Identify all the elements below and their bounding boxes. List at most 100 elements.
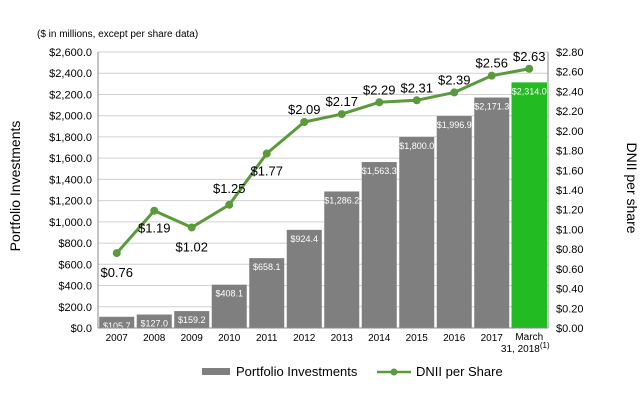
right-tick-label: $2.40 — [556, 86, 584, 98]
bar-value-label: $1,563.3 — [362, 166, 397, 176]
x-tick-label: 2011 — [256, 333, 278, 344]
dnii-point — [262, 149, 271, 158]
left-tick-label: $2,600.0 — [49, 47, 92, 59]
x-tick-label: 2015 — [406, 333, 429, 344]
dnii-point — [375, 98, 384, 107]
bar-value-label: $2,171.3 — [474, 102, 509, 112]
dnii-value-label: $1.25 — [213, 181, 246, 196]
dnii-value-label: $1.19 — [138, 221, 171, 236]
chart-title: ($ in millions, except per share data) — [37, 29, 198, 40]
dnii-point — [225, 200, 234, 209]
bars: $105.7 $127.0 $159.2 $408.1 $658.1 $924.4 $1,2… — [99, 82, 547, 331]
bar-portfolio-investments — [474, 97, 510, 329]
bar-value-label: $658.1 — [253, 262, 281, 272]
left-tick-label: $1,600.0 — [49, 153, 92, 165]
left-tick-label: $600.0 — [58, 259, 92, 271]
dnii-point — [487, 71, 496, 80]
legend-line-label: DNII per Share — [416, 364, 503, 379]
bar-portfolio-investments — [511, 82, 547, 328]
dnii-point — [525, 64, 534, 73]
dnii-point — [450, 88, 459, 97]
x-tick-label: 2014 — [368, 333, 391, 344]
right-axis-label: DNII per share — [624, 142, 640, 233]
x-tick-label: 2010 — [218, 333, 241, 344]
dnii-line: $0.76 $1.19 $1.02 $1.25 $1.77 $2.09 $2.17 $2.29… — [100, 49, 545, 280]
legend-bar-label: Portfolio Investments — [236, 364, 358, 379]
bar-portfolio-investments — [286, 229, 322, 328]
right-tick-label: $2.80 — [556, 47, 584, 59]
right-tick-label: $0.60 — [556, 264, 584, 276]
dnii-point — [412, 96, 421, 105]
dnii-value-label: $0.76 — [100, 265, 133, 280]
bar-portfolio-investments — [436, 116, 472, 328]
bar-value-label: $408.1 — [215, 289, 243, 299]
dnii-point — [150, 206, 159, 215]
bar-portfolio-investments — [99, 316, 135, 328]
bar-value-label: $159.2 — [178, 315, 206, 325]
dnii-point — [300, 117, 309, 126]
left-tick-label: $1,000.0 — [49, 217, 92, 229]
x-tick-label: 2008 — [143, 333, 166, 344]
bar-portfolio-investments — [174, 311, 210, 328]
bar-value-label: $105.7 — [103, 321, 131, 331]
right-tick-label: $2.60 — [556, 67, 584, 79]
dnii-point — [112, 249, 121, 258]
bar-value-label: $1,800.0 — [399, 141, 434, 151]
bar-value-label: $1,996.9 — [437, 120, 472, 130]
dnii-value-label: $2.63 — [513, 49, 546, 64]
dnii-value-label: $2.17 — [325, 94, 358, 109]
dnii-line-path — [115, 67, 530, 255]
dnii-value-label: $1.77 — [250, 164, 283, 179]
bar-value-label: $924.4 — [290, 234, 318, 244]
bar-portfolio-investments — [361, 162, 397, 328]
dnii-value-label: $1.02 — [175, 239, 208, 254]
right-tick-label: $1.80 — [556, 146, 584, 158]
left-tick-label: $2,200.0 — [49, 89, 92, 101]
legend-bar-swatch — [202, 368, 230, 375]
bar-value-label: $127.0 — [140, 319, 168, 329]
axes: $0.0 $200.0 $400.0 $600.0 $800.0 $1,000.0 $1,2… — [49, 47, 583, 355]
dnii-value-label: $2.09 — [288, 102, 321, 117]
left-tick-label: $800.0 — [58, 238, 92, 250]
right-tick-label: $1.60 — [556, 165, 584, 177]
bar-value-label: $1,286.2 — [324, 195, 359, 205]
left-tick-label: $2,000.0 — [49, 111, 92, 123]
dnii-value-label: $2.31 — [400, 80, 433, 95]
x-tick-label: 2017 — [481, 333, 504, 344]
bar-portfolio-investments — [249, 258, 285, 328]
left-tick-label: $1,400.0 — [49, 174, 92, 186]
x-tick-label: March 31, 2018(1) — [501, 332, 550, 355]
right-tick-label: $1.20 — [556, 205, 584, 217]
x-tick-label: 2016 — [443, 333, 466, 344]
x-tick-label: 2007 — [106, 333, 129, 344]
x-tick-label: 2012 — [293, 333, 316, 344]
right-tick-label: $0.00 — [556, 323, 584, 335]
bar-portfolio-investments — [324, 191, 360, 328]
left-tick-label: $2,400.0 — [49, 68, 92, 80]
legend-line-marker — [390, 368, 398, 376]
dnii-value-label: $2.39 — [438, 72, 471, 87]
x-tick-label: 2009 — [181, 333, 204, 344]
right-tick-label: $2.20 — [556, 106, 584, 118]
right-tick-label: $0.80 — [556, 244, 584, 256]
right-tick-label: $1.00 — [556, 224, 584, 236]
bar-portfolio-investments — [136, 314, 172, 328]
left-tick-label: $0.0 — [71, 323, 92, 335]
right-tick-label: $1.40 — [556, 185, 584, 197]
bar-portfolio-investments — [211, 284, 247, 328]
right-tick-label: $2.00 — [556, 126, 584, 138]
bar-portfolio-investments — [399, 136, 435, 328]
legend: Portfolio Investments DNII per Share — [202, 364, 503, 379]
right-tick-label: $0.20 — [556, 303, 584, 315]
dnii-value-label: $2.29 — [363, 82, 396, 97]
right-tick-label: $0.40 — [556, 284, 584, 296]
left-tick-label: $200.0 — [58, 302, 92, 314]
bar-value-label: $2,314.0 — [512, 86, 547, 96]
left-tick-label: $400.0 — [58, 281, 92, 293]
x-tick-label: 2013 — [331, 333, 354, 344]
left-tick-label: $1,800.0 — [49, 132, 92, 144]
left-tick-label: $1,200.0 — [49, 196, 92, 208]
gridlines — [98, 51, 548, 329]
dnii-point — [187, 223, 196, 232]
